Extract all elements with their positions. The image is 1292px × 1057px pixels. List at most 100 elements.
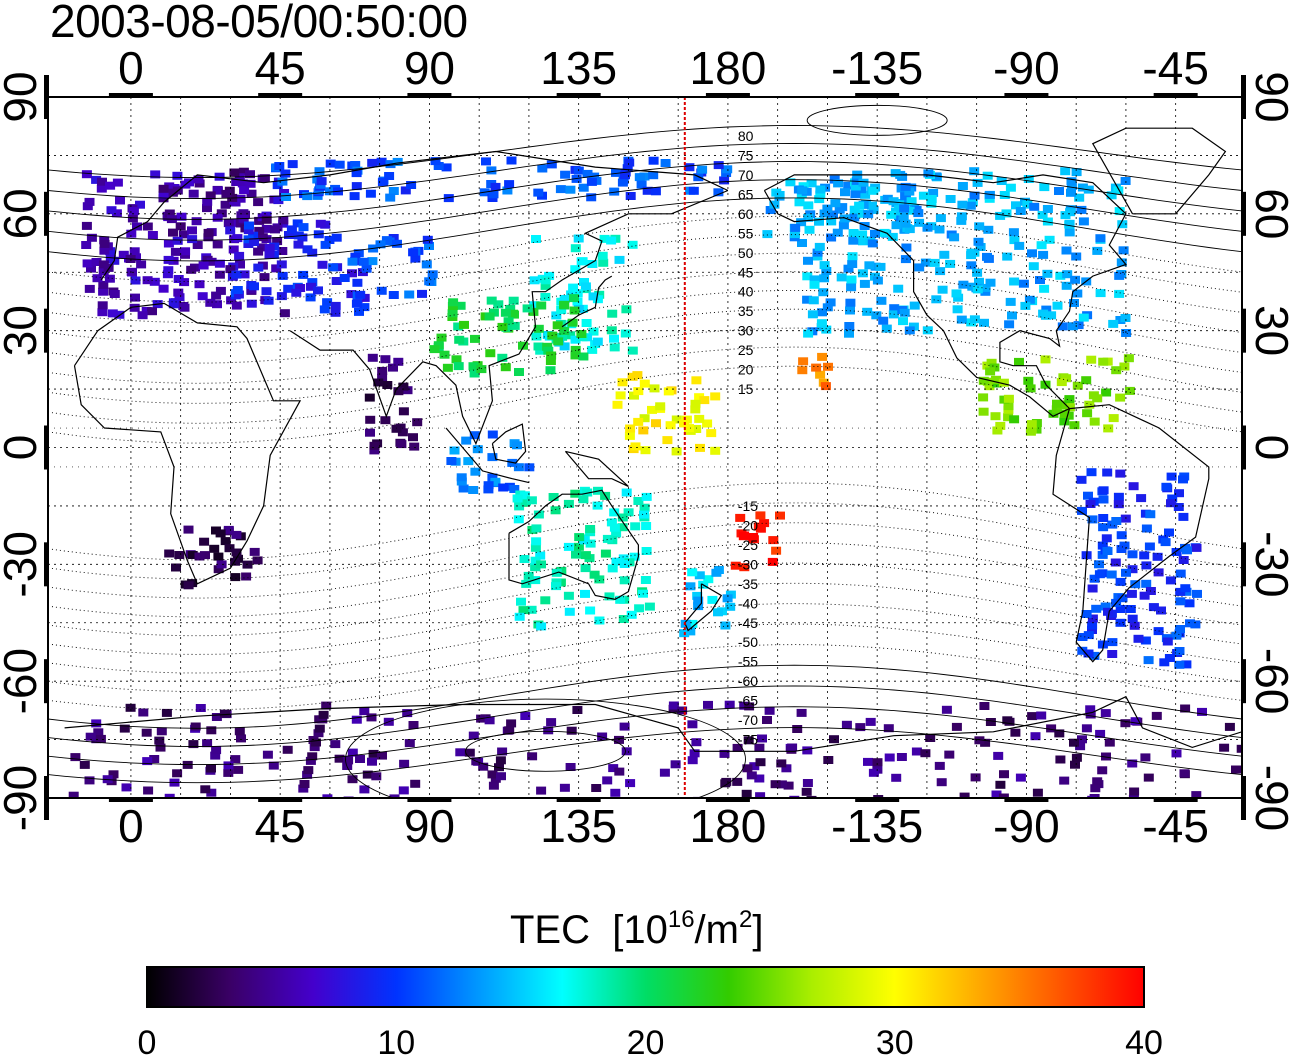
tec-cell [253,263,264,272]
tec-cell [762,230,773,239]
tec-cell [506,719,517,728]
tec-cell [1059,410,1070,418]
tec-cell [231,548,242,557]
coastline [564,450,629,487]
tec-cell [469,369,480,378]
tec-cell [1180,584,1191,593]
tec-cell [393,357,404,366]
contour-label: 40 [738,284,754,300]
tec-cell [246,189,257,198]
tec-cell [504,726,515,735]
tec-cell [520,712,531,720]
tec-cell [1181,660,1192,669]
tec-cell [956,212,967,221]
tec-cell [307,752,318,761]
tec-cell [1130,580,1141,589]
bottom-longitude-label: 90 [404,800,455,852]
tec-cell [802,295,813,304]
tec-cell [1224,722,1235,731]
tec-cell [314,167,325,176]
tec-cell [1174,660,1185,669]
tec-cell [328,263,339,272]
tec-cell [408,433,418,442]
tec-cell [985,278,996,287]
tec-cell [528,307,539,316]
tec-cell [993,751,1004,760]
tec-cell [1052,399,1062,408]
tec-cell [365,189,376,198]
tec-cell [755,792,766,798]
tec-cell [365,415,376,424]
contour-line [48,664,1242,729]
tec-cell [923,169,934,178]
south-pole-contour [465,730,626,772]
tec-cell [769,200,780,209]
tec-cell [819,274,830,283]
tec-cell [194,552,205,561]
tec-cell [871,311,882,320]
tec-cell [1071,753,1082,762]
tec-cell [513,515,524,524]
tec-cell [878,316,889,325]
top-tick-bar [855,93,900,98]
tec-cell [1141,524,1152,533]
tec-cell [1059,776,1070,785]
tec-cell [1067,322,1078,331]
tec-cell [1024,295,1035,304]
contour-line [48,706,1242,766]
tec-cell [621,305,632,314]
tec-cell [1097,640,1108,649]
tec-cell [472,445,483,454]
tec-cell [1180,704,1191,713]
tec-cell [844,329,854,338]
tec-cell [253,247,264,256]
tec-cell [97,177,107,186]
tec-cell [229,218,240,227]
tec-cell [355,755,365,763]
tec-cell [1114,289,1125,298]
tec-cell [802,779,813,787]
tec-cell [107,309,118,318]
tec-cell [1128,794,1139,798]
tec-cell [594,616,605,625]
tec-cell [200,785,211,794]
tec-cell [713,608,723,617]
tec-cell [615,595,626,604]
tec-cell [982,252,992,261]
tec-cell [888,197,899,206]
tec-cell [812,248,823,257]
tec-cell [188,189,199,198]
tec-cell [318,710,329,719]
tec-cell [238,167,249,176]
right-latitude-label: 0 [1246,435,1292,461]
tec-cell [956,216,967,225]
coastline [1052,404,1210,663]
tec-cell [173,275,184,283]
tec-cell [206,788,217,797]
tec-cell [1117,220,1128,229]
tec-cell [920,749,931,758]
tec-cell [487,453,498,462]
tec-cell [540,276,551,285]
timestamp-title: 2003-08-05/00:50:00 [50,0,468,47]
tec-cell [366,713,377,722]
tec-cell [170,247,181,256]
tec-cell [830,199,841,208]
tec-cell [754,774,765,783]
tec-cell [119,724,130,733]
tec-cell [985,367,996,376]
tec-cell [81,241,92,249]
tec-cell [974,277,984,286]
tec-cell [617,378,628,387]
tec-cell [205,298,216,307]
tec-cell [283,284,294,293]
tec-cell [244,221,254,230]
contour-label: -65 [738,693,758,709]
tec-cell [397,428,408,437]
tec-cell [468,362,479,371]
tec-cell [154,736,165,745]
tec-cell [453,322,464,331]
contour-label: -45 [738,615,758,631]
tec-cell [380,416,391,425]
tec-cell [546,160,557,169]
